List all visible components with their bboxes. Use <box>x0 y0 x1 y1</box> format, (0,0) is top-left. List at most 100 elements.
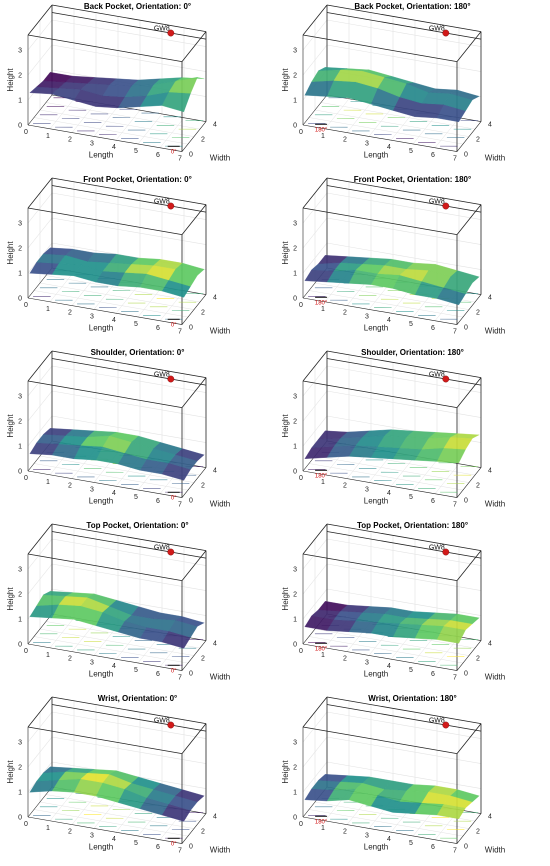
gridline <box>51 390 207 418</box>
x-tick-label: 7 <box>453 848 457 855</box>
x-tick-label: 3 <box>90 659 94 666</box>
gateway-line <box>326 12 482 40</box>
surface-patch <box>318 774 348 782</box>
z-tick-label: 3 <box>18 567 22 574</box>
y-axis-label: Width <box>485 673 505 682</box>
x-tick-label: 2 <box>68 483 72 490</box>
box-edge <box>302 297 458 325</box>
gateway-label: GW8 <box>429 199 445 206</box>
z-tick-label: 1 <box>293 444 297 451</box>
x-tick-label: 2 <box>68 310 72 317</box>
gridline <box>39 628 195 656</box>
box-edge <box>27 207 183 235</box>
gateway-label: GW8 <box>429 718 445 725</box>
z-axis-label: Height <box>6 760 15 784</box>
gridline <box>314 455 470 483</box>
x-tick-label: 6 <box>431 152 435 159</box>
gridline <box>326 538 482 566</box>
x-tick-label: 3 <box>90 832 94 839</box>
gridline <box>326 365 482 393</box>
gateway-label: GW8 <box>154 718 170 725</box>
x-tick-label: 1 <box>321 652 325 659</box>
surface-patch <box>42 591 73 597</box>
chart-panel: Shoulder, Orientation: 0° GW8 0° 0 1 2 3 4 5 6 7 0 2… <box>0 346 275 519</box>
surface-patch <box>43 428 73 436</box>
box-edge <box>27 553 183 581</box>
box-edge <box>51 4 207 32</box>
gateway-label: GW8 <box>429 372 445 379</box>
box-edge <box>181 204 207 235</box>
z-tick-label: 2 <box>18 73 22 80</box>
z-axis-label: Height <box>281 587 290 611</box>
z-tick-label: 2 <box>293 419 297 426</box>
y-tick-label: 0 <box>189 325 193 332</box>
gateway-marker <box>167 721 175 729</box>
y-tick-label: 4 <box>488 814 492 821</box>
z-tick-label: 2 <box>18 246 22 253</box>
grid <box>302 527 482 667</box>
gridline <box>308 117 464 145</box>
y-tick-label: 2 <box>201 829 205 836</box>
x-tick-label: 6 <box>156 844 160 851</box>
box-edge <box>302 553 458 581</box>
z-tick-label: 1 <box>293 98 297 105</box>
y-tick-label: 0 <box>464 671 468 678</box>
x-tick-label: 6 <box>431 671 435 678</box>
surface <box>29 591 205 649</box>
box-edge <box>51 696 207 724</box>
x-tick-label: 4 <box>112 144 116 151</box>
y-tick-label: 4 <box>213 468 217 475</box>
gridline <box>308 636 464 664</box>
box-edge <box>456 121 482 152</box>
y-tick-label: 2 <box>201 483 205 490</box>
gateway-line <box>326 531 482 559</box>
z-tick-label: 0 <box>18 469 22 476</box>
z-tick-label: 2 <box>18 592 22 599</box>
x-tick-label: 3 <box>365 140 369 147</box>
box-edge <box>302 124 458 152</box>
z-axis-label: Height <box>6 68 15 92</box>
chart-title: Shoulder, Orientation: 0° <box>90 348 185 357</box>
gridline <box>326 390 482 418</box>
gateway-marker <box>167 202 175 210</box>
gridline <box>33 636 189 664</box>
gateway-label: GW8 <box>429 545 445 552</box>
box-edge <box>27 34 183 62</box>
z-axis-label: Height <box>281 760 290 784</box>
gateway-marker <box>442 29 450 37</box>
box-edge <box>456 723 482 754</box>
x-tick-label: 1 <box>321 479 325 486</box>
y-axis-label: Width <box>485 154 505 163</box>
surface-patch <box>318 255 348 264</box>
box-edge <box>181 31 207 62</box>
surface <box>29 766 205 822</box>
y-tick-label: 0 <box>189 498 193 505</box>
z-axis-label: Height <box>281 68 290 92</box>
box-edge <box>302 726 458 754</box>
y-tick-label: 2 <box>476 310 480 317</box>
x-tick-label: 7 <box>178 675 182 682</box>
chart-panel: Top Pocket, Orientation: 180° GW8 180° 0 1 2 3… <box>275 519 550 692</box>
orientation-label: 0° <box>171 149 177 155</box>
chart-title: Shoulder, Orientation: 180° <box>361 348 464 357</box>
z-axis-label: Height <box>6 587 15 611</box>
gateway-line <box>51 704 207 732</box>
y-tick-label: 4 <box>488 468 492 475</box>
z-tick-label: 2 <box>18 419 22 426</box>
box-edge <box>27 350 53 382</box>
box-edge <box>302 696 328 728</box>
chart-panel: Top Pocket, Orientation: 0° GW8 0° 0 1 2 3 4 5 6 7… <box>0 519 275 692</box>
y-axis-label: Width <box>210 500 230 509</box>
gridline <box>314 282 470 310</box>
y-tick-label: 4 <box>213 641 217 648</box>
chart-title: Front Pocket, Orientation: 0° <box>83 175 192 184</box>
x-tick-label: 5 <box>409 321 413 328</box>
chart-title: Wrist, Orientation: 0° <box>97 694 178 703</box>
